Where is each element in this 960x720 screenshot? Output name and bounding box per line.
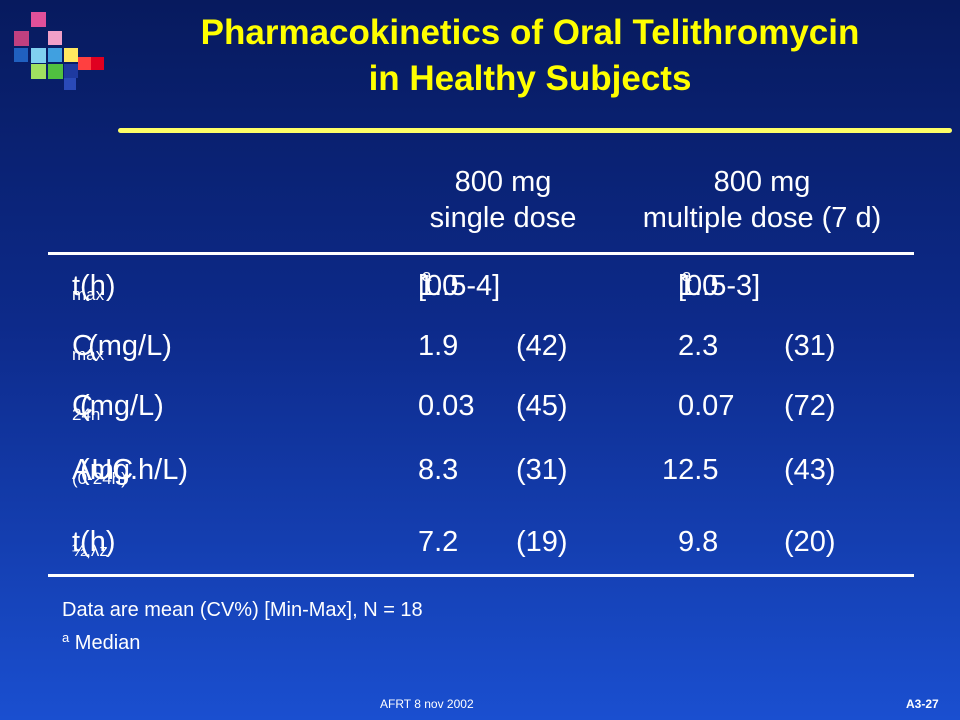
- row-label: C 24h (mg/L): [72, 388, 164, 424]
- row-label-unit: (mg/L): [72, 390, 164, 422]
- single-dose-cv: (31): [516, 454, 568, 486]
- slide-number: A3-27: [906, 697, 939, 711]
- row-label-main: C: [72, 330, 93, 362]
- single-dose-mean: 8.3: [418, 454, 459, 486]
- footer-meeting-date: AFRT 8 nov 2002: [380, 697, 474, 711]
- single-dose-cv: (19): [516, 526, 568, 558]
- multiple-dose-mean: 0.07: [678, 390, 735, 422]
- table-row-auc: AUC (0-24h) (mg.h/L) 8.3 (31) 12.5 (43): [0, 452, 960, 492]
- row-label-main: C: [72, 390, 93, 422]
- row-label-main: t: [72, 270, 81, 302]
- row-label-subscript: (0-24h): [72, 469, 127, 488]
- column-header-single-dose: 800 mg single dose: [408, 164, 598, 236]
- multiple-dose-mean: 2.3: [678, 330, 719, 362]
- row-label-main: AUC: [72, 454, 134, 486]
- single-dose-mean: 1.9: [418, 330, 459, 362]
- row-label-subscript: max: [72, 285, 105, 304]
- multiple-dose-cv: (72): [784, 390, 836, 422]
- column-header-dose: 800 mg: [713, 166, 811, 198]
- single-dose-mean: 0.03: [418, 390, 475, 422]
- footnote-data-description: Data are mean (CV%) [Min-Max], N = 18: [62, 599, 423, 621]
- row-label: AUC (0-24h) (mg.h/L): [72, 452, 188, 488]
- multiple-dose-mean: 12.5: [662, 454, 719, 486]
- logo-mosaic: [0, 0, 120, 100]
- column-header-regimen: multiple dose (7 d): [642, 202, 882, 234]
- slide-title: Pharmacokinetics of Oral Telithromycin i…: [110, 10, 950, 102]
- single-dose-cv: (42): [516, 330, 568, 362]
- table-bottom-rule: [48, 574, 914, 577]
- footnote-median-text: Median: [69, 632, 141, 654]
- multiple-dose-range: [0.5-3]: [678, 270, 761, 302]
- footnote-median: a Median: [62, 630, 141, 657]
- row-label: t max (h): [72, 268, 116, 304]
- row-label-unit: (mg/L): [72, 330, 172, 362]
- column-header-regimen: single dose: [429, 202, 577, 234]
- slide-title-line-1: Pharmacokinetics of Oral Telithromycin: [200, 13, 860, 52]
- row-label-subscript: ½,λz: [72, 541, 108, 560]
- table-row-c24h: C 24h (mg/L) 0.03 (45) 0.07 (72): [0, 388, 960, 428]
- multiple-dose-median: 1.0: [678, 270, 719, 302]
- single-dose-range: [0.5-4]: [418, 270, 501, 302]
- multiple-dose-mean: 9.8: [678, 526, 719, 558]
- single-dose-median: 1.0: [418, 270, 459, 302]
- row-label-unit: (h): [72, 270, 116, 302]
- row-label-main: t: [72, 526, 81, 558]
- title-underline: [118, 128, 952, 133]
- multiple-dose-cv: (43): [784, 454, 836, 486]
- multiple-dose-cv: (20): [784, 526, 836, 558]
- single-dose-cv: (45): [516, 390, 568, 422]
- median-footnote-marker: a: [682, 266, 692, 285]
- single-dose-mean: 7.2: [418, 526, 459, 558]
- slide-title-line-2: in Healthy Subjects: [368, 59, 692, 98]
- row-label-subscript: 24h: [72, 405, 101, 424]
- table-row-tmax: t max (h) 1.0 a [0.5-4] 1.0 a [0.5-3]: [0, 266, 960, 308]
- median-footnote-marker: a: [62, 630, 70, 645]
- table-top-rule: [48, 252, 914, 255]
- column-header-multiple-dose: 800 mg multiple dose (7 d): [612, 164, 912, 236]
- column-header-dose: 800 mg: [454, 166, 552, 198]
- row-label-subscript: max: [72, 345, 105, 364]
- median-footnote-marker: a: [422, 266, 432, 285]
- row-label-unit: (h): [72, 526, 116, 558]
- row-label-unit: (mg.h/L): [72, 454, 189, 486]
- row-label: t ½,λz (h): [72, 524, 116, 560]
- table-row-half-life: t ½,λz (h) 7.2 (19) 9.8 (20): [0, 524, 960, 564]
- multiple-dose-cv: (31): [784, 330, 836, 362]
